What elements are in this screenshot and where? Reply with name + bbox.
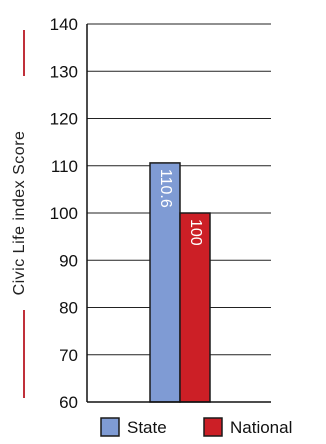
legend: State National: [100, 417, 292, 437]
y-tick-label: 120: [50, 110, 78, 129]
legend-swatch-national: [203, 417, 223, 437]
legend-label-national: National: [230, 418, 292, 437]
y-axis-label: Civic Life index Score: [11, 131, 28, 296]
y-tick-label: 80: [59, 299, 78, 318]
y-tick-label: 70: [59, 346, 78, 365]
legend-swatch-state: [100, 417, 120, 437]
y-tick-label: 140: [50, 15, 78, 34]
bar-national: [179, 212, 211, 403]
y-tick-label: 130: [50, 62, 78, 81]
bar-value-label: 110.6: [157, 169, 174, 208]
y-tick-label: 90: [59, 251, 78, 270]
legend-label-state: State: [127, 418, 167, 437]
bars: 110.6 100: [149, 162, 211, 403]
y-tick-labels: 60 70 80 90 100 110 120 130 140: [50, 15, 78, 412]
y-tick-label: 110: [51, 157, 78, 176]
bar-value-label: 100: [187, 219, 204, 246]
y-tick-label: 60: [59, 393, 78, 412]
y-tick-label: 100: [50, 204, 78, 223]
axes: [86, 24, 271, 403]
